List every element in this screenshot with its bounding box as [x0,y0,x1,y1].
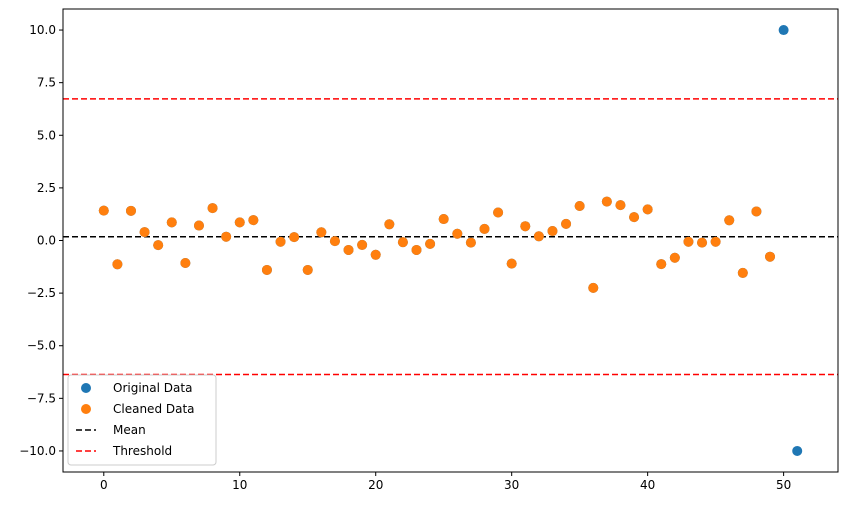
cleaned-data-point-7 [193,220,204,231]
cleaned-data-point-47 [737,267,748,278]
cleaned-data-point-31 [520,221,531,232]
x-tick-label-0: 0 [100,478,108,492]
cleaned-data-point-42 [669,252,680,263]
x-tick-label-3: 30 [504,478,519,492]
cleaned-data-point-32 [533,231,544,242]
x-tick-label-4: 40 [640,478,655,492]
cleaned-data-point-35 [574,200,585,211]
data-points [98,25,803,456]
cleaned-data-point-15 [302,264,313,275]
cleaned-data-point-48 [751,206,762,217]
cleaned-data-point-8 [207,203,218,214]
cleaned-data-point-12 [261,264,272,275]
y-tick-label-6: −5.0 [27,339,56,353]
axis-ticks: 0 10 20 30 40 50 10.0 7.5 5.0 2.5 0.0 −2.5 −5.0 −7.5 −… [19,23,791,492]
legend-swatch-original-data [81,383,91,393]
x-tick-label-2: 20 [368,478,383,492]
y-tick-label-7: −7.5 [27,391,56,405]
cleaned-data-point-41 [656,259,667,270]
cleaned-data-point-4 [153,240,164,251]
cleaned-data-point-19 [357,239,368,250]
cleaned-data-point-17 [329,236,340,247]
x-tick-label-5: 50 [776,478,791,492]
cleaned-data-point-18 [343,244,354,255]
cleaned-data-point-33 [547,226,558,237]
reference-lines [63,98,838,376]
cleaned-data-point-49 [765,251,776,262]
cleaned-data-point-40 [642,204,653,215]
cleaned-data-point-30 [506,258,517,269]
cleaned-data-point-3 [139,227,150,238]
cleaned-data-point-44 [697,237,708,248]
cleaned-data-point-37 [601,196,612,207]
cleaned-data-point-5 [166,217,177,228]
legend-box [67,374,217,466]
cleaned-data-point-6 [180,258,191,269]
cleaned-data-point-21 [384,219,395,230]
cleaned-data-point-16 [316,227,327,238]
legend-label-threshold: Threshold [112,444,172,458]
legend: Original Data Cleaned Data Mean Threshold [67,374,217,466]
cleaned-data-point-23 [411,244,422,255]
legend-label-cleaned-data: Cleaned Data [113,402,195,416]
cleaned-data-point-27 [465,237,476,248]
original-data-point-50 [778,25,789,36]
legend-label-original-data: Original Data [113,381,192,395]
legend-label-mean: Mean [113,423,146,437]
cleaned-data-point-2 [125,205,136,216]
cleaned-data-point-1 [112,259,123,270]
cleaned-data-point-22 [397,237,408,248]
original-data-point-51 [792,445,803,456]
cleaned-data-point-0 [98,205,109,216]
y-tick-label-4: 0.0 [37,234,56,248]
legend-swatch-cleaned-data [81,404,91,414]
cleaned-data-point-25 [438,214,449,225]
y-tick-label-1: 7.5 [37,76,56,90]
cleaned-data-point-10 [234,217,245,228]
cleaned-data-point-28 [479,223,490,234]
cleaned-data-point-26 [452,228,463,239]
cleaned-data-point-13 [275,236,286,247]
cleaned-data-point-36 [588,282,599,293]
y-tick-label-2: 5.0 [37,128,56,142]
cleaned-data-point-24 [425,238,436,249]
cleaned-data-point-39 [629,212,640,223]
cleaned-data-point-38 [615,200,626,211]
cleaned-data-point-43 [683,236,694,247]
cleaned-data-point-45 [710,236,721,247]
y-tick-label-5: −2.5 [27,286,56,300]
y-tick-label-3: 2.5 [37,181,56,195]
cleaned-data-point-20 [370,249,381,260]
cleaned-data-point-14 [289,232,300,243]
cleaned-data-point-46 [724,215,735,226]
x-tick-label-1: 10 [232,478,247,492]
y-tick-label-8: −10.0 [19,444,56,458]
cleaned-data-point-11 [248,215,259,226]
y-tick-label-0: 10.0 [29,23,56,37]
cleaned-data-point-34 [561,218,572,229]
cleaned-data-point-9 [221,231,232,242]
cleaned-data-point-29 [493,207,504,218]
